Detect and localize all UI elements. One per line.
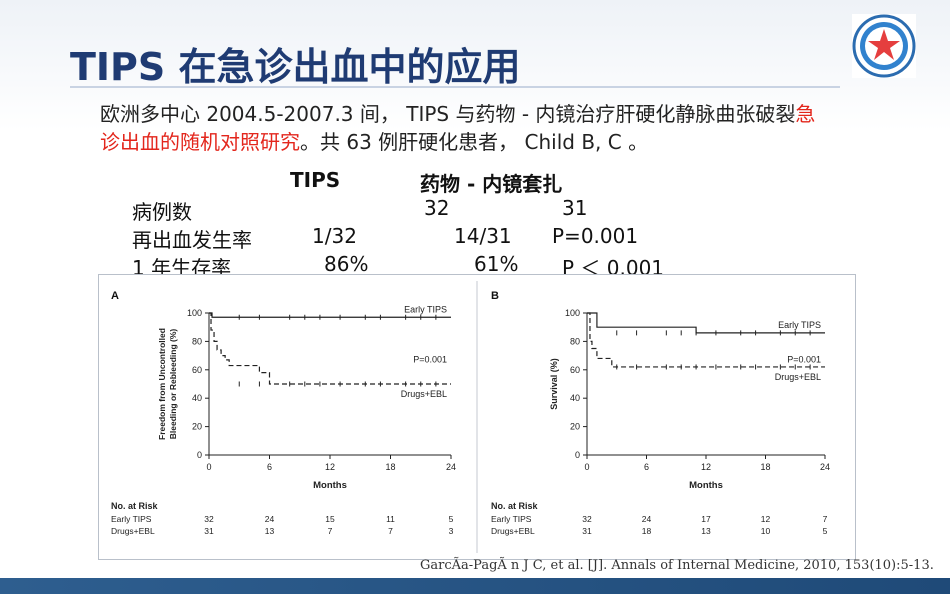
x-tick-label: 12 <box>325 462 335 472</box>
risk-value: 7 <box>328 526 333 536</box>
panel-label: B <box>491 290 499 302</box>
series-label: Early TIPS <box>404 304 447 314</box>
citation: GarcÃ­a-PagÃ n J C, et al. [J]. Annals o… <box>420 558 934 573</box>
risk-value: 31 <box>204 526 214 536</box>
series-label: Drugs+EBL <box>775 372 821 382</box>
row-label-cases: 病例数 <box>132 200 192 224</box>
risk-row-label: Early TIPS <box>111 514 152 524</box>
y-tick-label: 0 <box>575 450 580 460</box>
risk-value: 18 <box>642 526 652 536</box>
risk-row-label: Early TIPS <box>491 514 532 524</box>
series-label: Early TIPS <box>778 320 821 330</box>
risk-value: 15 <box>325 514 335 524</box>
series-line-drugs-ebl <box>587 312 825 368</box>
x-tick-label: 18 <box>760 462 770 472</box>
y-tick-label: 40 <box>570 393 580 403</box>
p-value-label: P=0.001 <box>787 355 821 365</box>
study-description: 欧洲多中心 2004.5-2007.3 间， TIPS 与药物 - 内镜治疗肝硬… <box>100 100 820 156</box>
x-tick-label: 12 <box>701 462 711 472</box>
risk-value: 3 <box>449 526 454 536</box>
x-tick-label: 6 <box>644 462 649 472</box>
risk-value: 7 <box>388 526 393 536</box>
rebleeding-p-value: P=0.001 <box>552 224 639 248</box>
risk-value: 13 <box>265 526 275 536</box>
y-tick-label: 20 <box>570 422 580 432</box>
risk-value: 17 <box>701 514 711 524</box>
risk-value: 13 <box>701 526 711 536</box>
risk-value: 24 <box>265 514 275 524</box>
survival-tips-value: 86% <box>324 252 369 276</box>
y-tick-label: 60 <box>570 365 580 375</box>
risk-row-label: Drugs+EBL <box>111 526 155 536</box>
rebleeding-tips-value: 1/32 <box>312 224 357 248</box>
title-divider <box>70 86 840 88</box>
y-tick-label: 100 <box>187 308 202 318</box>
y-tick-label: 60 <box>192 365 202 375</box>
risk-table-title: No. at Risk <box>111 501 159 511</box>
kaplan-meier-figure: A 0 20 40 60 80 100 0 6 12 18 24 Months Freedom from … <box>98 274 856 560</box>
rebleeding-drug-value: 14/31 <box>454 224 512 248</box>
x-tick-label: 24 <box>820 462 830 472</box>
risk-value: 32 <box>582 514 592 524</box>
column-header-drug-endoscopy: 药物 - 内镜套扎 <box>420 172 563 196</box>
risk-value: 12 <box>761 514 771 524</box>
intro-text: 欧洲多中心 2004.5-2007.3 间， TIPS 与药物 - 内镜治疗肝硬… <box>100 102 796 126</box>
risk-value: 11 <box>386 514 395 524</box>
y-tick-label: 80 <box>192 336 202 346</box>
risk-value: 7 <box>823 514 828 524</box>
x-axis-title: Months <box>689 480 723 491</box>
series-line-drugs-ebl <box>209 312 451 385</box>
footer-bar <box>0 578 950 594</box>
intro-text-end: 。共 63 例肝硬化患者， Child B, C 。 <box>300 130 649 154</box>
risk-value: 31 <box>582 526 592 536</box>
y-tick-label: 40 <box>192 393 202 403</box>
y-tick-label: 80 <box>570 336 580 346</box>
row-label-rebleeding: 再出血发生率 <box>132 228 252 252</box>
y-axis-title-line2: Bleeding or Rebleeding (%) <box>168 329 178 440</box>
risk-table-title: No. at Risk <box>491 501 539 511</box>
cases-drug-value: 31 <box>562 196 588 220</box>
y-tick-label: 0 <box>197 450 202 460</box>
x-tick-label: 0 <box>584 462 589 472</box>
risk-value: 5 <box>449 514 454 524</box>
intro-highlight: 急诊出血的随机对照研究 <box>100 102 816 154</box>
risk-value: 24 <box>642 514 652 524</box>
slide-title: TIPS 在急诊出血中的应用 <box>70 45 521 89</box>
x-tick-label: 18 <box>385 462 395 472</box>
risk-value: 32 <box>204 514 214 524</box>
risk-value: 5 <box>823 526 828 536</box>
y-tick-label: 20 <box>192 422 202 432</box>
x-tick-label: 0 <box>206 462 211 472</box>
p-value-label: P=0.001 <box>413 355 447 365</box>
cases-tips-value: 32 <box>424 196 450 220</box>
series-label: Drugs+EBL <box>401 389 447 399</box>
x-tick-label: 6 <box>267 462 272 472</box>
survival-drug-value: 61% <box>474 252 519 276</box>
y-axis-title-line1: Freedom from Uncontrolled <box>157 328 167 440</box>
x-axis-title: Months <box>313 480 347 491</box>
risk-row-label: Drugs+EBL <box>491 526 535 536</box>
column-header-tips: TIPS <box>290 168 341 192</box>
y-tick-label: 100 <box>565 308 580 318</box>
panel-label: A <box>111 290 119 302</box>
x-tick-label: 24 <box>446 462 456 472</box>
risk-value: 10 <box>761 526 771 536</box>
hospital-emblem-icon <box>852 14 916 78</box>
y-axis-title: Survival (%) <box>549 358 559 410</box>
